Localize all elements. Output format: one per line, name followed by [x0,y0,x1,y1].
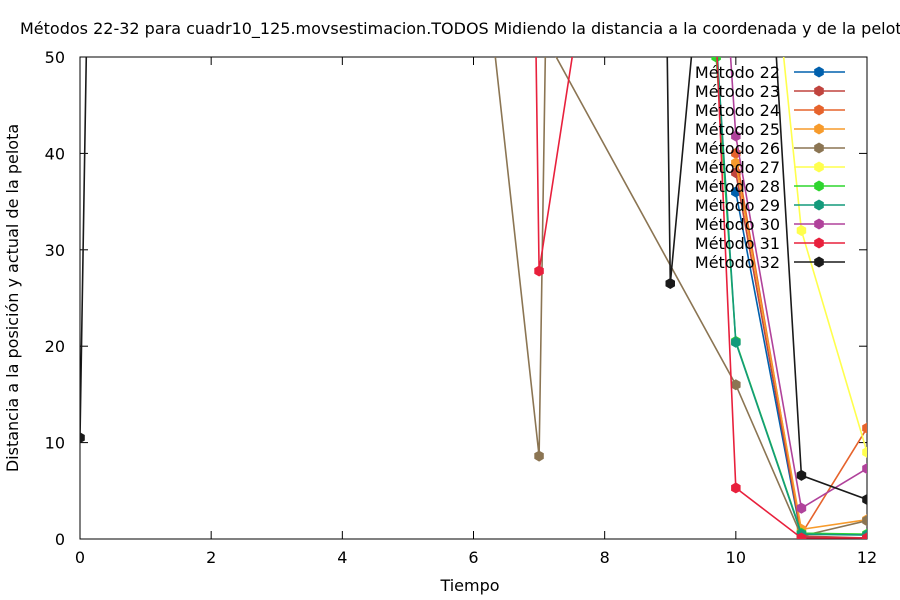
y-tick-label: 20 [45,337,65,356]
series-line [716,57,867,536]
data-point [862,422,867,434]
legend-label: Método 25 [695,120,780,139]
data-point [731,157,741,169]
x-tick-label: 6 [468,548,478,567]
series-26 [494,57,867,539]
x-tick-label: 0 [75,548,85,567]
legend-label: Método 23 [695,82,780,101]
chart-title: Métodos 22-32 para cuadr10_125.movsestim… [20,19,900,39]
legend-item: Método 25 [695,120,845,139]
y-tick-label: 50 [45,48,65,67]
y-axis-label: Distancia a la posición y actual de la p… [3,124,22,472]
y-tick-label: 30 [45,241,65,260]
x-axis-label: Tiempo [439,576,499,595]
legend-swatch-marker [814,85,824,97]
legend-item: Método 27 [695,158,845,177]
legend-item: Método 22 [695,63,845,82]
data-point [534,265,544,277]
legend-swatch-marker [814,66,824,78]
data-point [796,532,807,539]
legend-swatch-marker [814,123,824,135]
series-line [782,57,867,453]
legend-label: Método 32 [695,253,780,272]
legend-label: Método 31 [695,234,780,253]
data-point [731,379,741,391]
legend-item: Método 28 [695,177,845,196]
x-tick-label: 4 [337,548,347,567]
legend-swatch-marker [814,104,824,116]
legend-item: Método 31 [695,234,845,253]
data-point [80,432,85,444]
series-30 [729,57,867,514]
data-point [862,515,867,527]
legend-label: Método 27 [695,158,780,177]
x-axis-ticks: 0 2 4 6 8 10 12 [75,57,877,567]
legend-swatch-marker [814,161,824,173]
x-tick-label: 12 [857,548,877,567]
legend-item: Método 32 [695,253,845,272]
data-point [534,450,544,462]
legend-item: Método 30 [695,215,845,234]
legend-item: Método 26 [695,139,845,158]
y-tick-label: 10 [45,434,65,453]
legend-swatch-marker [814,218,824,230]
data-point [731,130,741,142]
data-point [796,502,807,514]
y-tick-label: 0 [55,530,65,549]
x-tick-label: 10 [726,548,746,567]
data-point [862,446,867,458]
legend-swatch-marker [814,256,824,268]
y-axis-ticks: 0 10 20 30 40 50 [45,48,867,549]
x-tick-label: 2 [206,548,216,567]
data-point [731,482,741,494]
data-point [731,336,741,348]
series-32 [80,57,867,505]
data-point [862,494,867,505]
legend-label: Método 26 [695,139,780,158]
legend-item: Método 23 [695,82,845,101]
series-line [80,57,867,501]
x-tick-label: 8 [600,548,610,567]
data-point [862,532,867,539]
data-point [796,225,807,236]
series-27 [782,57,867,458]
y-tick-label: 40 [45,144,65,163]
series-lines [80,57,867,539]
data-point [711,57,721,63]
data-point [862,463,867,475]
legend-swatch-marker [814,237,824,249]
legend-label: Método 28 [695,177,780,196]
legend-item: Método 29 [695,196,845,215]
data-point [665,278,675,289]
data-point [796,469,807,481]
legend-item: Método 24 [695,101,845,120]
legend-swatch-marker [814,180,824,192]
legend-label: Método 24 [695,101,780,120]
series-line [729,57,867,510]
legend-label: Método 30 [695,215,780,234]
series-line [494,57,867,538]
legend-label: Método 29 [695,196,780,215]
legend-swatch-marker [814,142,824,154]
legend-label: Método 22 [695,63,780,82]
series-31 [534,57,867,539]
legend-swatch-marker [814,199,824,211]
